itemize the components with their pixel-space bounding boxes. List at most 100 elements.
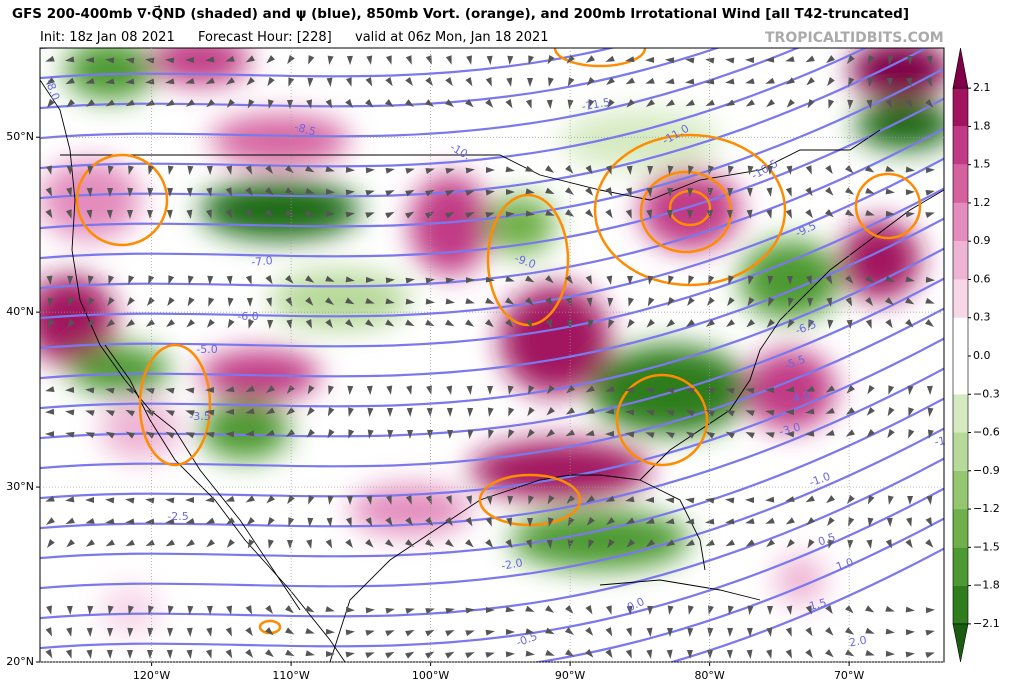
wind-arrow: [206, 539, 215, 548]
contour-label: -8.0: [43, 78, 63, 103]
wind-arrow: [805, 627, 813, 637]
wind-arrow: [545, 187, 555, 195]
wind-arrow: [225, 649, 233, 659]
wind-arrow: [265, 187, 274, 196]
wind-arrow: [345, 297, 355, 305]
wind-arrow: [767, 275, 774, 285]
wind-arrow: [465, 298, 475, 304]
wind-arrow: [605, 495, 615, 502]
wind-arrow: [308, 55, 315, 65]
wind-arrow: [385, 651, 395, 659]
wind-arrow: [285, 275, 294, 284]
wind-arrow: [688, 605, 694, 615]
wind-arrow: [605, 187, 613, 197]
wind-arrow: [906, 517, 912, 527]
wind-arrow: [505, 539, 513, 549]
wind-arrow: [167, 627, 174, 637]
wind-arrow: [185, 99, 195, 107]
wind-arrow: [768, 297, 775, 307]
wind-arrow: [887, 429, 895, 439]
wind-arrow: [386, 385, 393, 395]
wind-arrow: [907, 385, 914, 395]
colorbar-label: 0.6: [973, 272, 991, 285]
wind-arrow: [306, 539, 313, 549]
wind-arrow: [145, 431, 155, 439]
wind-arrow: [425, 608, 435, 614]
wind-arrow: [445, 167, 455, 174]
wind-arrow: [746, 627, 753, 637]
colorbar-band: [953, 88, 968, 127]
wind-arrow: [528, 385, 535, 395]
wind-arrow: [885, 628, 895, 635]
wind-arrow: [345, 629, 355, 636]
wind-arrow: [907, 495, 914, 505]
colorbar-label: 1.8: [973, 119, 991, 132]
wind-arrow: [586, 297, 593, 307]
wind-arrow: [288, 77, 295, 87]
wind-arrow: [925, 212, 935, 219]
wind-arrow: [567, 539, 574, 549]
wind-arrow: [867, 77, 874, 87]
wind-arrow: [565, 407, 575, 415]
wind-arrow: [45, 517, 55, 525]
wind-arrow: [205, 649, 212, 659]
wind-arrow: [148, 165, 154, 175]
wind-arrow: [405, 189, 415, 197]
wind-arrow: [485, 297, 495, 304]
contour-label: -11.5: [581, 96, 611, 114]
wind-arrow: [905, 606, 915, 613]
wind-arrow: [747, 297, 755, 307]
wind-arrow: [825, 165, 833, 175]
wind-arrow: [225, 627, 232, 637]
wind-arrow: [766, 319, 775, 328]
wind-arrow: [345, 539, 353, 549]
wind-arrow: [406, 385, 412, 395]
colorbar-band: [953, 432, 968, 471]
wind-arrow: [465, 319, 475, 327]
wind-arrow: [305, 319, 312, 329]
wind-arrow: [325, 210, 335, 217]
wind-arrow: [426, 385, 432, 395]
wind-arrow: [467, 429, 474, 439]
wind-arrow: [625, 77, 635, 85]
wind-arrow: [927, 429, 934, 439]
wind-arrow: [266, 55, 275, 64]
wind-arrow: [465, 167, 475, 174]
wind-arrow: [666, 187, 673, 197]
wind-arrow: [565, 297, 572, 307]
wind-arrow: [125, 388, 135, 394]
wind-arrow: [766, 649, 772, 659]
wind-arrow: [887, 55, 894, 65]
streamline: [40, 307, 944, 470]
wind-arrow: [747, 605, 754, 615]
wind-arrow: [85, 496, 95, 503]
wind-arrow: [187, 275, 194, 285]
wind-arrow: [225, 386, 235, 393]
wind-arrow: [746, 187, 753, 197]
wind-arrow: [345, 77, 352, 87]
wind-arrow: [527, 517, 534, 527]
wind-arrow: [426, 429, 433, 439]
wind-arrow: [665, 78, 675, 85]
wind-arrow: [685, 431, 695, 439]
wind-arrow: [505, 319, 514, 328]
wind-arrow: [887, 407, 895, 417]
wind-arrow: [47, 539, 55, 549]
wind-arrow: [245, 430, 255, 437]
wind-arrow: [405, 319, 415, 327]
wind-arrow: [565, 605, 574, 614]
colorbar-band: [953, 317, 968, 356]
wind-arrow: [546, 429, 555, 438]
wind-arrow: [385, 495, 392, 505]
wind-arrow: [265, 429, 275, 436]
wind-arrow: [705, 99, 715, 107]
wind-arrow: [286, 385, 295, 394]
wind-arrow: [505, 629, 515, 636]
wind-arrow: [725, 78, 735, 85]
wind-arrow: [65, 431, 75, 438]
wind-arrow: [665, 497, 675, 504]
wind-arrow: [86, 627, 93, 637]
wind-arrow: [867, 55, 875, 65]
wind-arrow: [846, 319, 853, 329]
wind-arrow: [405, 77, 413, 87]
